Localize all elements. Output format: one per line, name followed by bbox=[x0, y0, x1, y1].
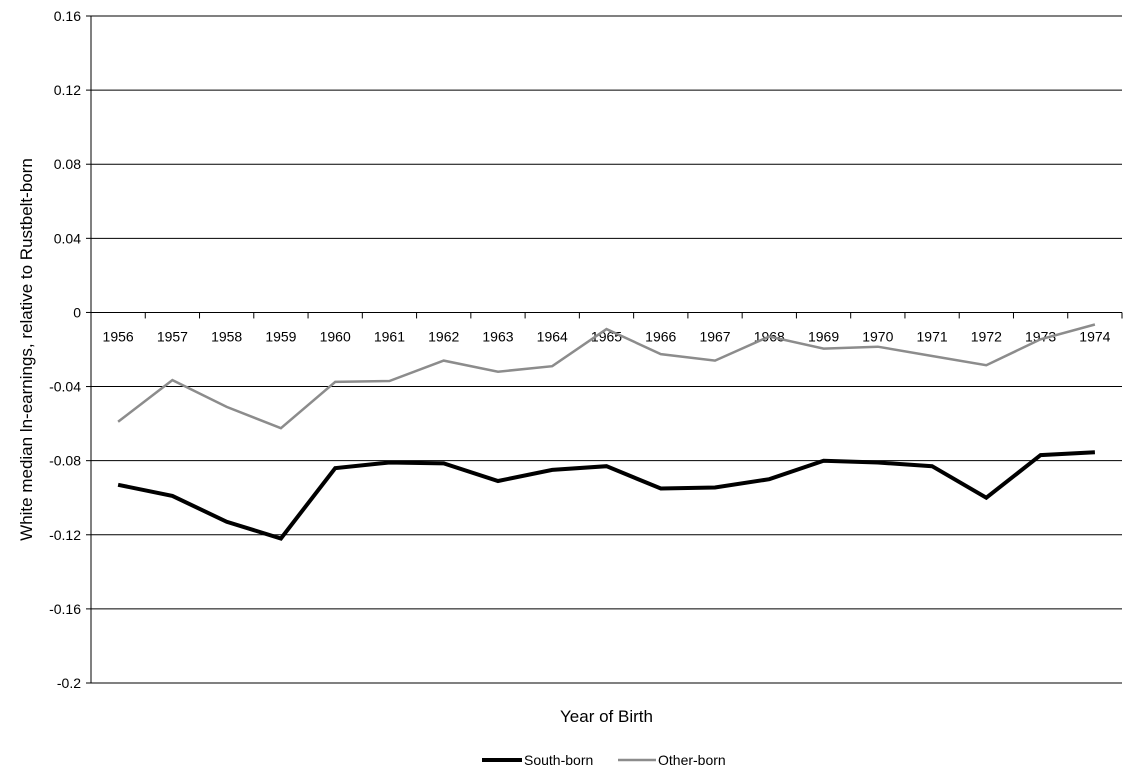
y-tick-label: -0.12 bbox=[49, 527, 81, 543]
x-tick-label: 1964 bbox=[537, 328, 568, 344]
x-tick-label: 1961 bbox=[374, 328, 405, 344]
x-tick-label: 1972 bbox=[971, 328, 1002, 344]
x-tick-label: 1969 bbox=[808, 328, 839, 344]
x-tick-label: 1962 bbox=[428, 328, 459, 344]
legend-label: Other-born bbox=[658, 752, 726, 768]
y-axis-ticks: 0.16 0.12 0.08 0.04 0 -0.04 -0.08 -0.12 -0.16 -0.… bbox=[49, 8, 91, 691]
x-tick-label: 1971 bbox=[917, 328, 948, 344]
y-axis-title: White median ln-earnings, relative to Ru… bbox=[17, 158, 36, 541]
series-lines bbox=[117, 323, 1096, 541]
x-tick-label: 1963 bbox=[482, 328, 513, 344]
x-tick-label: 1959 bbox=[265, 328, 296, 344]
x-tick-label: 1960 bbox=[320, 328, 351, 344]
gridlines bbox=[91, 15, 1122, 684]
x-tick-label: 1957 bbox=[157, 328, 188, 344]
legend: South-born Other-born bbox=[482, 752, 726, 768]
y-tick-label: -0.16 bbox=[49, 601, 81, 617]
x-tick-label: 1974 bbox=[1079, 328, 1110, 344]
x-axis-title: Year of Birth bbox=[560, 707, 653, 726]
x-tick-label: 1956 bbox=[103, 328, 134, 344]
y-tick-label: -0.08 bbox=[49, 453, 81, 469]
x-tick-label: 1958 bbox=[211, 328, 242, 344]
y-tick-label: -0.2 bbox=[57, 675, 81, 691]
y-tick-label: -0.04 bbox=[49, 379, 81, 395]
x-tick-label: 1967 bbox=[699, 328, 730, 344]
x-tick-label: 1973 bbox=[1025, 328, 1056, 344]
y-tick-label: 0.08 bbox=[54, 156, 81, 172]
y-tick-label: 0.16 bbox=[54, 8, 81, 24]
x-tick-label: 1966 bbox=[645, 328, 676, 344]
x-tick-label: 1970 bbox=[862, 328, 893, 344]
legend-label: South-born bbox=[524, 752, 593, 768]
series-line-other-born bbox=[117, 323, 1096, 430]
y-tick-label: 0.12 bbox=[54, 82, 81, 98]
y-tick-label: 0.04 bbox=[54, 230, 81, 246]
series-line-south-born bbox=[117, 450, 1096, 541]
y-tick-label: 0 bbox=[73, 304, 81, 320]
